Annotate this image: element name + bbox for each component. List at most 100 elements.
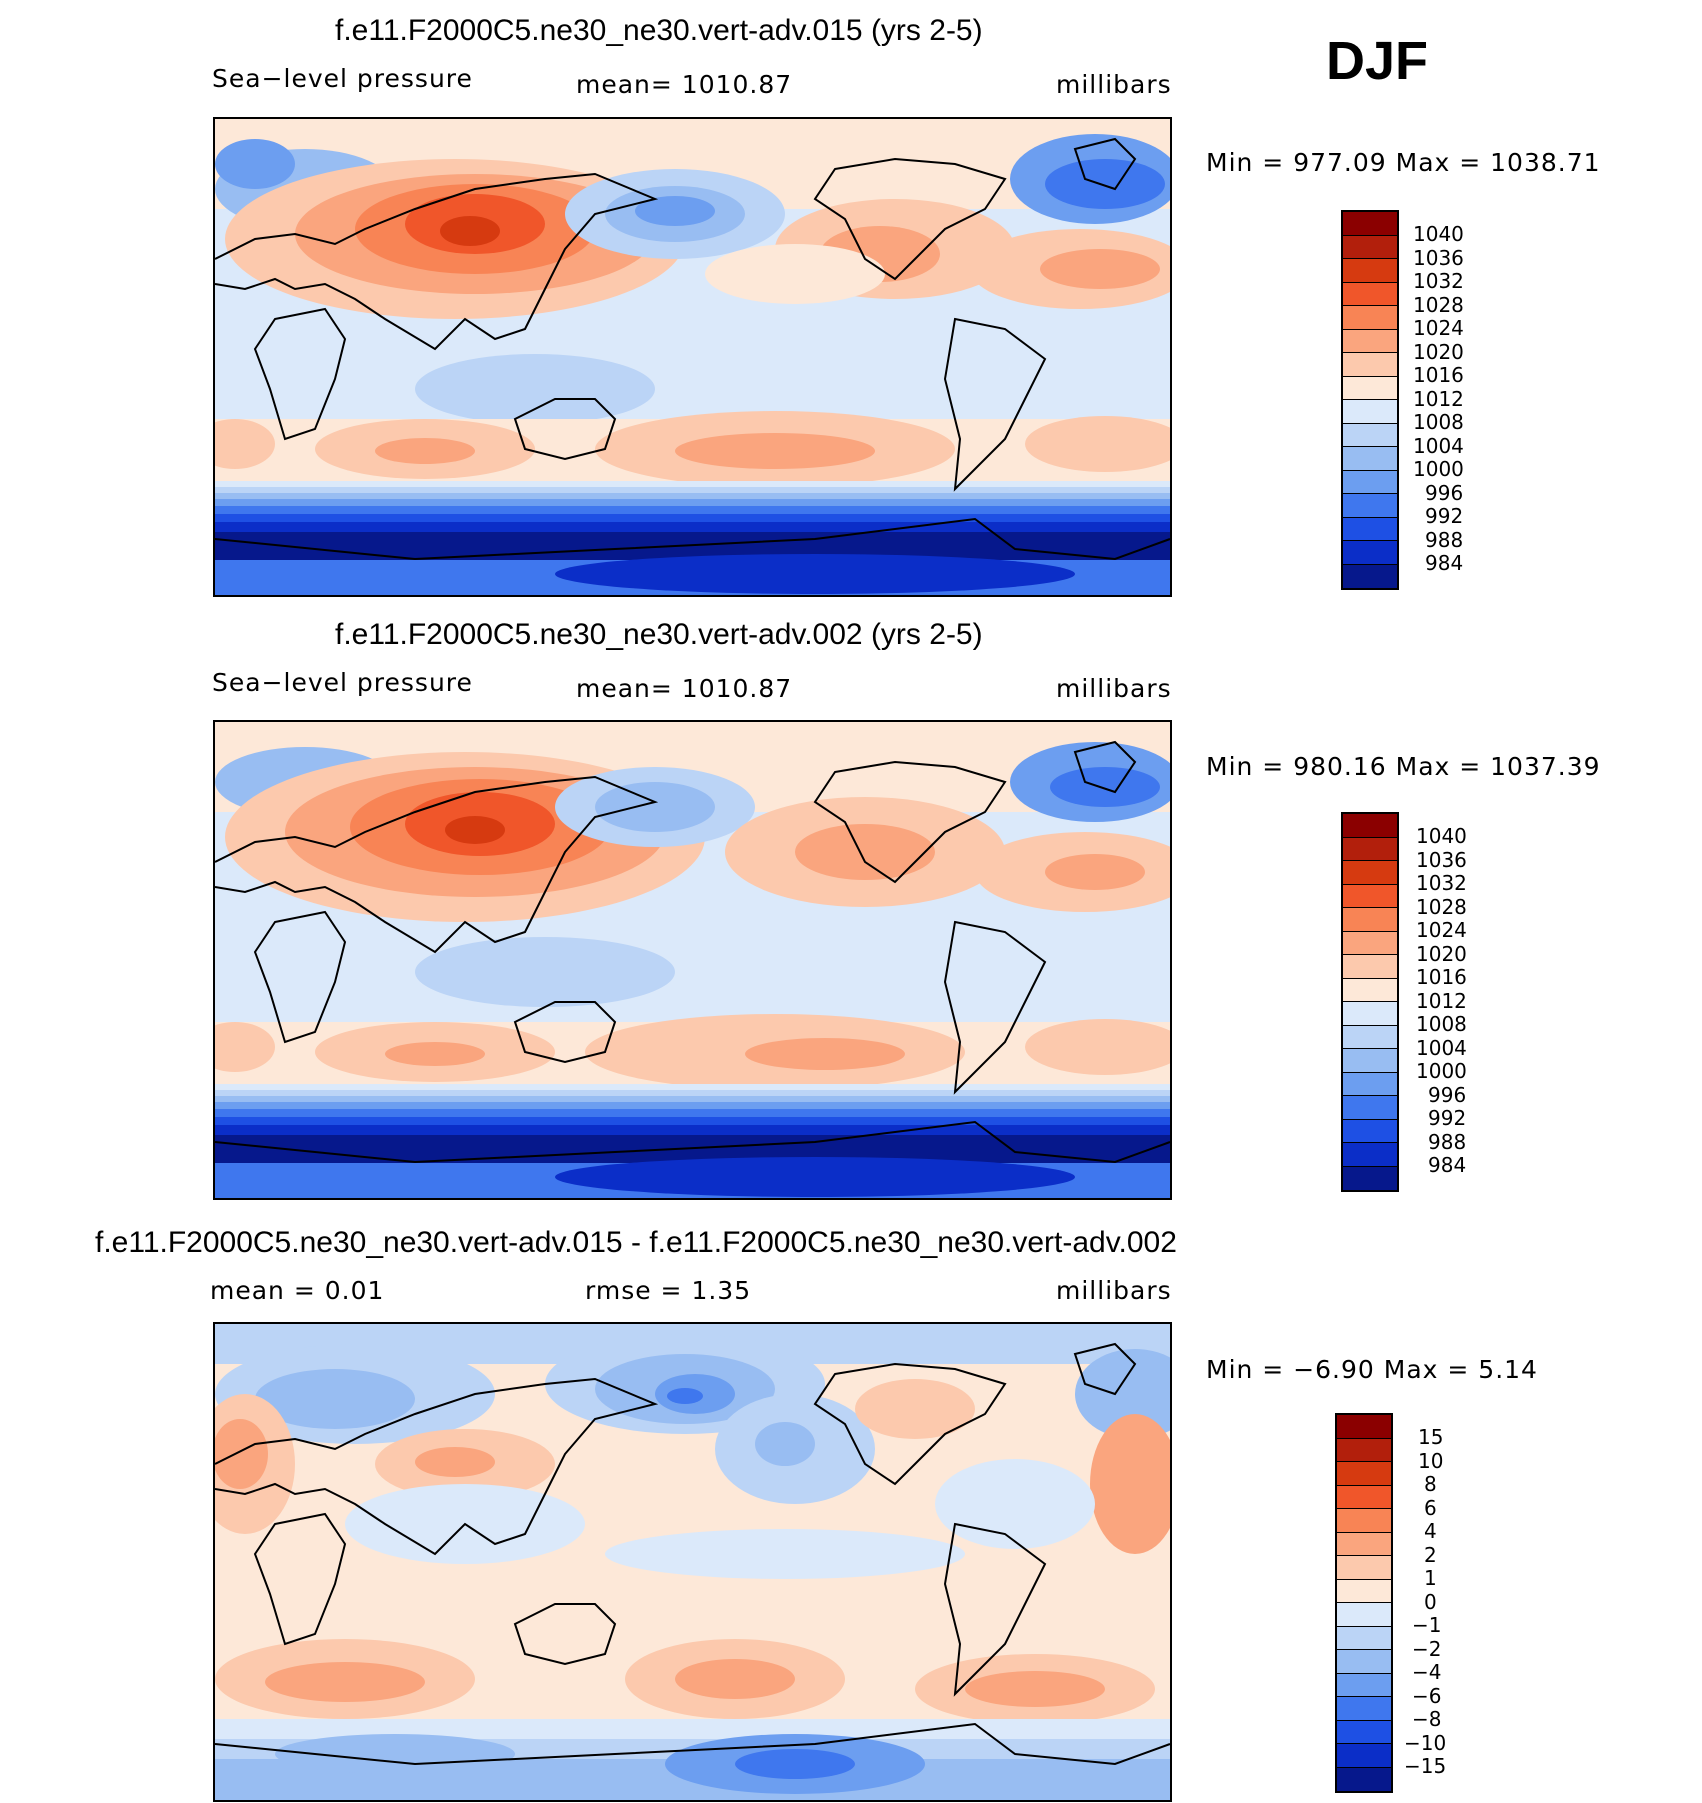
panel3-tick: 10 bbox=[1418, 1449, 1444, 1473]
panel3-colorbar-box bbox=[1337, 1485, 1391, 1509]
panel1-map bbox=[213, 117, 1172, 597]
panel1-colorbar-box bbox=[1343, 282, 1397, 306]
panel2-colorbar-box bbox=[1343, 1143, 1397, 1167]
panel1-colorbar-box bbox=[1343, 564, 1397, 588]
panel1-variable: Sea−level pressure bbox=[212, 64, 473, 93]
panel2-colorbar-box bbox=[1343, 1119, 1397, 1143]
panel2-colorbar-box bbox=[1343, 931, 1397, 955]
panel2-colorbar-box bbox=[1343, 1025, 1397, 1049]
panel2-colorbar-box bbox=[1343, 1002, 1397, 1026]
panel2-tick: 1012 bbox=[1416, 989, 1467, 1013]
panel3-colorbar-box bbox=[1337, 1579, 1391, 1603]
panel2-units: millibars bbox=[1056, 674, 1172, 703]
panel1-colorbar-box bbox=[1343, 470, 1397, 494]
panel1-units: millibars bbox=[1056, 70, 1172, 99]
panel1-tick: 992 bbox=[1425, 504, 1464, 528]
panel3-colorbar-box bbox=[1337, 1697, 1391, 1721]
panel2-tick: 984 bbox=[1428, 1153, 1467, 1177]
panel1-colorbar-box bbox=[1343, 353, 1397, 377]
panel3-map bbox=[213, 1322, 1172, 1802]
panel2-colorbar-box bbox=[1343, 837, 1397, 861]
panel1-colorbar bbox=[1341, 210, 1399, 590]
panel2-colorbar-box bbox=[1343, 861, 1397, 885]
panel3-map-svg bbox=[215, 1324, 1170, 1800]
panel1-tick: 1028 bbox=[1413, 293, 1464, 317]
panel2-tick: 1036 bbox=[1416, 848, 1467, 872]
panel3-minmax: Min = −6.90 Max = 5.14 bbox=[1206, 1355, 1538, 1384]
panel1-colorbar-box bbox=[1343, 329, 1397, 353]
panel3-colorbar-box bbox=[1337, 1626, 1391, 1650]
panel3-tick: 4 bbox=[1424, 1519, 1437, 1543]
panel2-colorbar-box bbox=[1343, 1072, 1397, 1096]
panel3-colorbar-box bbox=[1337, 1650, 1391, 1674]
panel2-tick: 1016 bbox=[1416, 965, 1467, 989]
panel2-colorbar-box bbox=[1343, 1166, 1397, 1190]
panel2-colorbar-box bbox=[1343, 814, 1397, 838]
panel3-tick: 0 bbox=[1424, 1590, 1437, 1614]
panel1-colorbar-box bbox=[1343, 447, 1397, 471]
panel3-title: f.e11.F2000C5.ne30_ne30.vert-adv.015 - f… bbox=[95, 1226, 1177, 1259]
panel1-tick: 1024 bbox=[1413, 316, 1464, 340]
panel1-title: f.e11.F2000C5.ne30_ne30.vert-adv.015 (yr… bbox=[335, 14, 983, 47]
panel3-tick: 15 bbox=[1418, 1425, 1444, 1449]
panel2-tick: 992 bbox=[1428, 1106, 1467, 1130]
panel3-colorbar-box bbox=[1337, 1509, 1391, 1533]
panel1-tick: 1012 bbox=[1413, 387, 1464, 411]
panel1-map-svg bbox=[215, 119, 1170, 595]
panel3-colorbar-box bbox=[1337, 1438, 1391, 1462]
panel1-tick: 1036 bbox=[1413, 246, 1464, 270]
panel1-colorbar-box bbox=[1343, 400, 1397, 424]
panel1-mean: mean= 1010.87 bbox=[576, 70, 793, 99]
panel3-colorbar-box bbox=[1337, 1415, 1391, 1439]
panel2-mean: mean= 1010.87 bbox=[576, 674, 793, 703]
panel2-tick: 988 bbox=[1428, 1130, 1467, 1154]
panel2-colorbar-box bbox=[1343, 1096, 1397, 1120]
panel1-colorbar-box bbox=[1343, 235, 1397, 259]
panel1-colorbar-box bbox=[1343, 376, 1397, 400]
panel3-colorbar-box bbox=[1337, 1532, 1391, 1556]
panel2-tick: 1024 bbox=[1416, 918, 1467, 942]
panel1-colorbar-box bbox=[1343, 259, 1397, 283]
panel3-colorbar bbox=[1335, 1413, 1393, 1793]
panel3-tick: −4 bbox=[1412, 1660, 1442, 1684]
panel3-tick: −6 bbox=[1412, 1684, 1442, 1708]
panel3-colorbar-box bbox=[1337, 1767, 1391, 1791]
panel1-tick: 1020 bbox=[1413, 340, 1464, 364]
panel3-units: millibars bbox=[1056, 1276, 1172, 1305]
panel2-tick: 1004 bbox=[1416, 1036, 1467, 1060]
panel1-colorbar-box bbox=[1343, 494, 1397, 518]
panel1-tick: 988 bbox=[1425, 528, 1464, 552]
panel3-mean: mean = 0.01 bbox=[210, 1276, 385, 1305]
panel3-colorbar-box bbox=[1337, 1720, 1391, 1744]
panel2-colorbar-box bbox=[1343, 908, 1397, 932]
panel3-tick: −8 bbox=[1412, 1707, 1442, 1731]
panel3-tick: 6 bbox=[1424, 1496, 1437, 1520]
panel2-tick: 1000 bbox=[1416, 1059, 1467, 1083]
panel2-variable: Sea−level pressure bbox=[212, 668, 473, 697]
panel1-colorbar-box bbox=[1343, 423, 1397, 447]
panel3-rmse: rmse = 1.35 bbox=[585, 1276, 752, 1305]
panel1-tick: 1004 bbox=[1413, 434, 1464, 458]
panel3-tick: −10 bbox=[1404, 1731, 1447, 1755]
panel2-colorbar-box bbox=[1343, 1049, 1397, 1073]
panel2-tick: 1028 bbox=[1416, 895, 1467, 919]
panel1-colorbar-box bbox=[1343, 306, 1397, 330]
panel3-tick: −15 bbox=[1404, 1754, 1447, 1778]
panel2-colorbar bbox=[1341, 812, 1399, 1192]
panel3-tick: 2 bbox=[1424, 1543, 1437, 1567]
panel2-tick: 1020 bbox=[1416, 942, 1467, 966]
panel1-colorbar-box bbox=[1343, 541, 1397, 565]
panel3-colorbar-box bbox=[1337, 1603, 1391, 1627]
panel2-map-svg bbox=[215, 722, 1170, 1198]
panel3-colorbar-box bbox=[1337, 1744, 1391, 1768]
panel1-minmax: Min = 977.09 Max = 1038.71 bbox=[1206, 148, 1601, 177]
panel2-minmax: Min = 980.16 Max = 1037.39 bbox=[1206, 752, 1601, 781]
panel3-tick: 8 bbox=[1424, 1472, 1437, 1496]
panel2-colorbar-box bbox=[1343, 978, 1397, 1002]
panel2-colorbar-box bbox=[1343, 955, 1397, 979]
panel3-tick: 1 bbox=[1424, 1566, 1437, 1590]
panel2-map bbox=[213, 720, 1172, 1200]
panel2-title: f.e11.F2000C5.ne30_ne30.vert-adv.002 (yr… bbox=[335, 618, 983, 651]
panel1-tick: 1000 bbox=[1413, 457, 1464, 481]
panel3-colorbar-box bbox=[1337, 1462, 1391, 1486]
